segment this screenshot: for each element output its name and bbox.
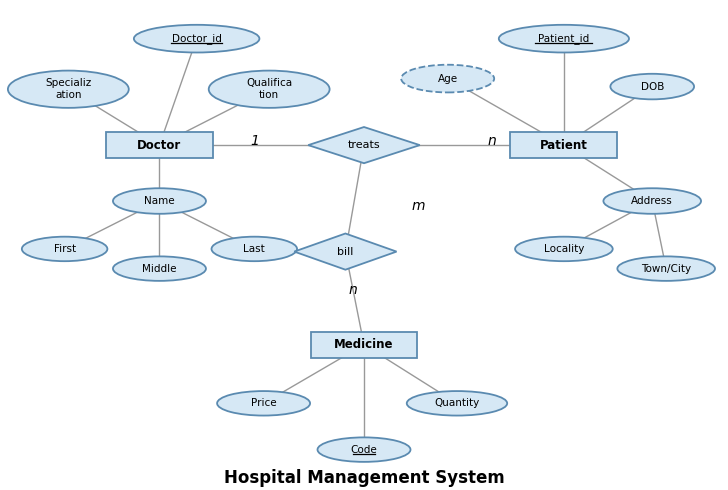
Text: Doctor_id: Doctor_id	[172, 33, 221, 44]
Text: Locality: Locality	[544, 244, 584, 254]
Text: Age: Age	[438, 74, 458, 84]
Text: Last: Last	[243, 244, 265, 254]
Ellipse shape	[134, 25, 259, 52]
Ellipse shape	[217, 391, 310, 416]
Ellipse shape	[610, 74, 694, 99]
Ellipse shape	[499, 25, 629, 52]
Ellipse shape	[113, 188, 206, 214]
Polygon shape	[308, 127, 420, 163]
Ellipse shape	[212, 237, 297, 261]
Text: bill: bill	[337, 246, 354, 257]
Text: DOB: DOB	[641, 81, 664, 92]
Text: Medicine: Medicine	[334, 338, 394, 351]
Ellipse shape	[401, 65, 494, 93]
Text: Specializ
ation: Specializ ation	[45, 78, 92, 100]
Ellipse shape	[8, 71, 129, 108]
Text: Quantity: Quantity	[435, 398, 480, 408]
Text: Qualifica
tion: Qualifica tion	[246, 78, 292, 100]
Text: Address: Address	[631, 196, 673, 206]
Text: Patient_id: Patient_id	[538, 33, 590, 44]
Text: treats: treats	[348, 140, 380, 150]
Text: Middle: Middle	[142, 264, 177, 273]
Text: Patient: Patient	[540, 139, 587, 151]
Text: n: n	[488, 134, 496, 148]
Text: Price: Price	[250, 398, 277, 408]
Text: Hospital Management System: Hospital Management System	[223, 469, 505, 487]
Text: Doctor: Doctor	[138, 139, 181, 151]
Ellipse shape	[22, 237, 108, 261]
Text: Code: Code	[351, 444, 377, 455]
FancyBboxPatch shape	[106, 132, 213, 158]
Ellipse shape	[209, 71, 330, 108]
Ellipse shape	[113, 256, 206, 281]
Text: First: First	[54, 244, 76, 254]
Text: m: m	[411, 199, 424, 213]
Ellipse shape	[407, 391, 507, 416]
FancyBboxPatch shape	[311, 332, 417, 358]
Polygon shape	[294, 234, 397, 270]
Text: 1: 1	[250, 134, 258, 148]
Ellipse shape	[617, 256, 715, 281]
Ellipse shape	[317, 438, 411, 462]
FancyBboxPatch shape	[510, 132, 617, 158]
Ellipse shape	[604, 188, 701, 214]
Text: Town/City: Town/City	[641, 264, 692, 273]
Ellipse shape	[515, 237, 613, 261]
Text: n: n	[349, 283, 357, 297]
Text: Name: Name	[144, 196, 175, 206]
